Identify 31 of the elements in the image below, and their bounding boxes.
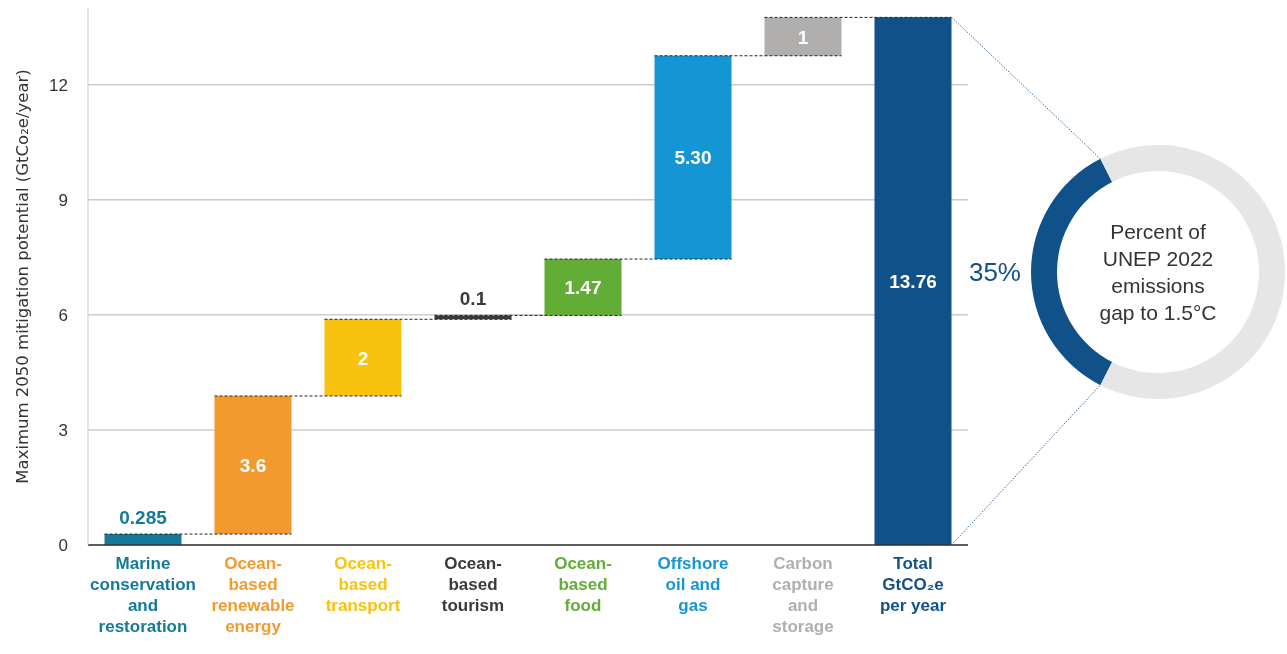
donut-slice bbox=[1100, 145, 1285, 399]
data-label: 1.47 bbox=[564, 276, 602, 298]
x-tick-label: Ocean-based renewable energy bbox=[211, 554, 295, 636]
y-axis-title: Maximum 2050 mitigation potential (GtCo₂e/year) bbox=[12, 69, 32, 484]
x-tick-label: Ocean-based transport bbox=[325, 554, 401, 615]
y-tick-label: 3 bbox=[58, 420, 68, 440]
text: Percent of UNEP 2022 emissions gap to 1.5°C bbox=[1098, 219, 1218, 326]
y-tick-label: 9 bbox=[58, 190, 68, 210]
x-tick-label: Ocean-based tourism bbox=[441, 554, 505, 615]
y-tick-label: 0 bbox=[58, 536, 68, 556]
x-tick-label: Offshore oil and gas bbox=[657, 554, 729, 615]
data-label: 0.285 bbox=[119, 507, 168, 529]
data-label: 5.30 bbox=[674, 146, 712, 168]
bar bbox=[764, 17, 842, 56]
x-tick-label: Ocean-based food bbox=[554, 554, 612, 615]
bar bbox=[544, 259, 622, 316]
data-label: 1 bbox=[797, 26, 809, 48]
y-tick-label: 6 bbox=[58, 305, 68, 325]
data-label: 35% bbox=[968, 257, 1021, 287]
x-tick-label: Total GtCO₂e per year bbox=[879, 554, 947, 615]
bar bbox=[214, 395, 292, 535]
bar bbox=[874, 17, 952, 545]
x-tick-label: Marine conservation and restoration bbox=[90, 554, 196, 636]
y-tick-label: 12 bbox=[49, 75, 68, 95]
data-label: 13.76 bbox=[889, 270, 937, 292]
bar bbox=[654, 55, 732, 260]
data-label: 3.6 bbox=[239, 454, 267, 476]
x-tick-label: Carbon capture and storage bbox=[772, 554, 834, 636]
data-label: 0.1 bbox=[459, 288, 487, 310]
data-label: 2 bbox=[357, 347, 369, 369]
bar bbox=[324, 319, 402, 396]
